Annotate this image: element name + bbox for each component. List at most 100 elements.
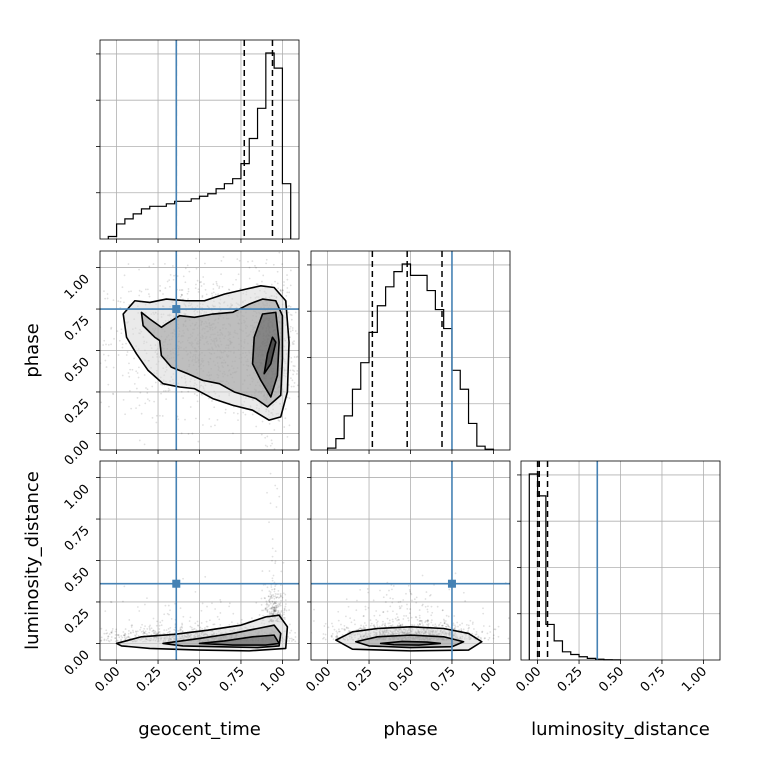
- x-tick-label-diag-2-4: 1.00: [679, 664, 710, 695]
- sample-point: [152, 617, 155, 620]
- sample-point: [162, 293, 164, 295]
- sample-point: [419, 619, 422, 622]
- y-axis-label-luminosity_distance: luminosity_distance: [22, 471, 43, 650]
- sample-point: [273, 588, 276, 591]
- sample-point: [116, 330, 119, 333]
- sample-point: [447, 625, 449, 627]
- sample-point: [135, 370, 138, 373]
- sample-point: [477, 636, 480, 639]
- sample-point: [221, 285, 224, 288]
- sample-point: [460, 628, 463, 630]
- sample-point: [222, 256, 225, 258]
- sample-point: [274, 607, 277, 610]
- sample-point: [367, 606, 370, 609]
- sample-point: [242, 411, 245, 414]
- sample-point: [104, 359, 107, 362]
- x-tick-label-phase-vs-luminosity_distance-1: 0.25: [345, 664, 376, 695]
- sample-point: [268, 570, 271, 572]
- sample-point: [146, 597, 148, 600]
- sample-point: [441, 609, 444, 612]
- sample-point: [278, 251, 281, 254]
- sample-point: [283, 611, 286, 614]
- sample-point: [273, 611, 275, 613]
- sample-point: [288, 327, 291, 330]
- sample-point: [155, 624, 158, 627]
- y-tick-label-geocent_time-vs-luminosity_distance-4: 1.00: [62, 482, 93, 513]
- sample-point: [272, 602, 275, 605]
- sample-point: [354, 623, 356, 626]
- sample-point: [163, 390, 165, 392]
- sample-point: [343, 629, 346, 632]
- sample-point: [206, 605, 208, 608]
- sample-point: [152, 263, 155, 265]
- sample-point: [262, 274, 265, 277]
- sample-point: [240, 618, 243, 621]
- sample-point: [208, 418, 211, 420]
- sample-point: [148, 399, 151, 402]
- sample-point: [271, 588, 274, 591]
- sample-point: [292, 343, 295, 345]
- sample-point: [279, 595, 282, 598]
- sample-point: [290, 360, 293, 363]
- sample-point: [124, 632, 126, 635]
- sample-point: [189, 616, 192, 619]
- sample-point: [194, 287, 197, 290]
- sample-point: [148, 627, 151, 630]
- sample-point: [291, 329, 294, 332]
- sample-point: [65, 306, 67, 308]
- sample-point: [197, 440, 200, 443]
- sample-point: [389, 624, 392, 627]
- sample-point: [286, 291, 289, 294]
- sample-point: [288, 424, 291, 427]
- sample-point: [398, 605, 401, 608]
- sample-point: [105, 629, 108, 632]
- sample-point: [169, 626, 172, 629]
- sample-point: [292, 638, 295, 641]
- sample-point: [181, 623, 184, 626]
- sample-point: [126, 636, 128, 639]
- sample-point: [281, 263, 284, 265]
- sample-point: [403, 614, 405, 617]
- sample-point: [177, 418, 180, 421]
- truth-marker-phase-vs-luminosity_distance: [447, 579, 456, 588]
- sample-point: [362, 625, 365, 628]
- sample-point: [190, 626, 193, 629]
- sample-point: [268, 610, 271, 613]
- sample-point: [373, 624, 376, 627]
- sample-point: [275, 602, 278, 605]
- sample-point: [114, 633, 117, 636]
- sample-point: [135, 630, 137, 633]
- sample-point: [276, 596, 279, 598]
- sample-point: [204, 288, 207, 291]
- sample-point: [324, 633, 327, 636]
- sample-point: [191, 432, 194, 435]
- sample-point: [116, 634, 119, 636]
- sample-point: [84, 638, 86, 640]
- sample-point: [272, 263, 275, 266]
- sample-point: [273, 609, 276, 612]
- sample-point: [364, 608, 367, 611]
- sample-point: [161, 383, 164, 386]
- sample-point: [399, 607, 402, 609]
- sample-point: [323, 636, 325, 639]
- sample-point: [370, 622, 373, 625]
- sample-point: [436, 605, 439, 608]
- sample-point: [80, 639, 82, 641]
- sample-point: [254, 264, 256, 267]
- sample-point: [410, 616, 413, 619]
- sample-point: [419, 623, 422, 626]
- sample-point: [290, 637, 293, 640]
- sample-point: [467, 630, 470, 632]
- sample-point: [123, 634, 126, 637]
- sample-point: [179, 626, 182, 629]
- sample-point: [84, 383, 86, 385]
- sample-point: [279, 595, 282, 598]
- sample-point: [263, 597, 266, 599]
- sample-point: [131, 368, 134, 371]
- sample-point: [461, 622, 464, 625]
- sample-point: [141, 623, 143, 626]
- sample-point: [196, 400, 199, 403]
- contour-line-phase-vs-luminosity_distance-1: [354, 634, 465, 649]
- contour-line-geocent_time-vs-phase-2: [140, 298, 284, 408]
- sample-point: [359, 627, 362, 630]
